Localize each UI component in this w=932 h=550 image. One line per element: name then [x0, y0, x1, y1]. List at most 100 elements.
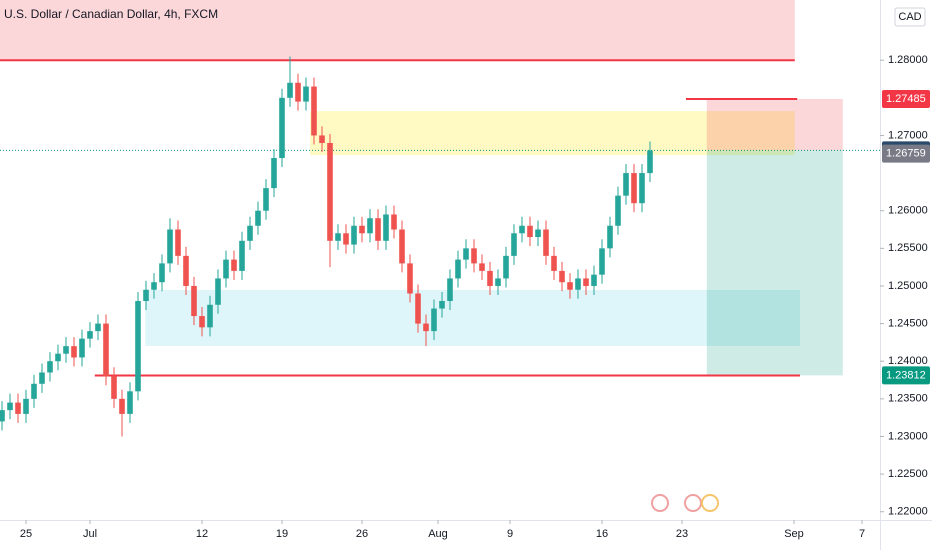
candle-body: [375, 218, 381, 241]
y-tick-label: 1.26000: [888, 205, 928, 217]
candle-body: [415, 293, 421, 324]
y-tick-label: 1.25500: [888, 242, 928, 254]
candle-body: [591, 274, 597, 286]
candle-body: [575, 278, 581, 290]
candle-body: [423, 323, 429, 332]
candle-body: [71, 346, 77, 358]
candle-body: [623, 173, 629, 196]
candle-body: [119, 398, 125, 414]
candle-body: [495, 278, 501, 286]
chart-title: U.S. Dollar / Canadian Dollar, 4h, FXCM: [4, 7, 218, 21]
candle-body: [311, 86, 317, 136]
x-tick-label: Aug: [428, 528, 448, 540]
candle-body: [39, 372, 45, 384]
candle-body: [207, 304, 213, 328]
candle-body: [183, 255, 189, 286]
candle-body: [407, 263, 413, 294]
event-icons[interactable]: [651, 494, 719, 512]
candle-body: [471, 248, 477, 264]
candle-body: [503, 255, 509, 279]
candle-body: [359, 225, 365, 234]
candle-body: [23, 398, 29, 414]
candle-body: [55, 353, 61, 362]
event-icon[interactable]: [651, 494, 669, 512]
candle-body: [567, 282, 573, 290]
candle-body: [143, 289, 149, 302]
price-label: 1.23812: [886, 369, 926, 381]
candle-body: [247, 225, 253, 241]
candle-body: [159, 263, 165, 283]
candle-body: [607, 225, 613, 249]
candle-body: [487, 270, 493, 286]
candle-body: [511, 233, 517, 256]
x-tick-label: 16: [596, 528, 608, 540]
candle-body: [63, 346, 69, 354]
candle-body: [439, 301, 445, 309]
candle-body: [383, 214, 389, 241]
candle-body: [279, 97, 285, 159]
x-tick-label: 23: [676, 528, 688, 540]
candle-body: [15, 402, 21, 414]
candle-body: [431, 308, 437, 332]
candle-body: [239, 240, 245, 271]
event-icon[interactable]: [684, 494, 702, 512]
candle-body: [271, 158, 277, 189]
candle-body: [519, 225, 525, 234]
zone: [145, 289, 800, 346]
candle-body: [319, 135, 325, 143]
candle-body: [231, 259, 237, 271]
candle-body: [615, 195, 621, 226]
currency-box[interactable]: [894, 7, 926, 27]
candle-body: [0, 410, 5, 422]
candle-body: [463, 248, 469, 260]
candle-body: [599, 248, 605, 275]
y-tick-label: 1.25000: [888, 280, 928, 292]
candle-body: [255, 210, 261, 226]
y-tick-label: 1.27000: [888, 129, 928, 141]
y-tick-label: 1.23000: [888, 430, 928, 442]
price-label-box: [882, 144, 930, 163]
x-tick-label: Sep: [784, 528, 804, 540]
x-tick-label: 12: [196, 528, 208, 540]
candle-body: [111, 376, 117, 399]
candle-body: [127, 391, 133, 414]
candle-body: [199, 316, 205, 328]
candle-body: [175, 229, 181, 256]
currency-label[interactable]: CAD: [898, 11, 921, 23]
candle-body: [343, 233, 349, 245]
candle-body: [103, 323, 109, 377]
y-tick-label: 1.24000: [888, 355, 928, 367]
x-tick-label: 19: [276, 528, 288, 540]
candle-body: [559, 270, 565, 283]
price-label: 1.26759: [886, 147, 926, 159]
event-icon[interactable]: [701, 494, 719, 512]
candle-body: [351, 225, 357, 245]
plot-area: [0, 0, 880, 437]
zone: [706, 150, 843, 376]
x-tick-label: 26: [356, 528, 368, 540]
candle-body: [135, 301, 141, 392]
candle-body: [47, 361, 53, 373]
candle-body: [631, 173, 637, 204]
candle-body: [327, 142, 333, 241]
x-tick-label: 7: [859, 528, 865, 540]
y-tick-label: 1.28000: [888, 54, 928, 66]
candle-body: [263, 188, 269, 211]
y-tick-label: 1.22500: [888, 468, 928, 480]
candle-body: [527, 225, 533, 238]
candle-body: [7, 402, 13, 411]
candle-body: [31, 383, 37, 399]
price-label-box: [882, 89, 930, 108]
zone: [0, 0, 795, 61]
y-tick-label: 1.24500: [888, 317, 928, 329]
price-label-box: [882, 366, 930, 385]
candle-body: [79, 338, 85, 358]
candle-body: [295, 82, 301, 102]
candle-body: [647, 150, 653, 174]
candle-body: [391, 214, 397, 230]
candle-body: [543, 229, 549, 256]
y-tick-label: 1.23500: [888, 393, 928, 405]
x-tick-label: 9: [507, 528, 513, 540]
